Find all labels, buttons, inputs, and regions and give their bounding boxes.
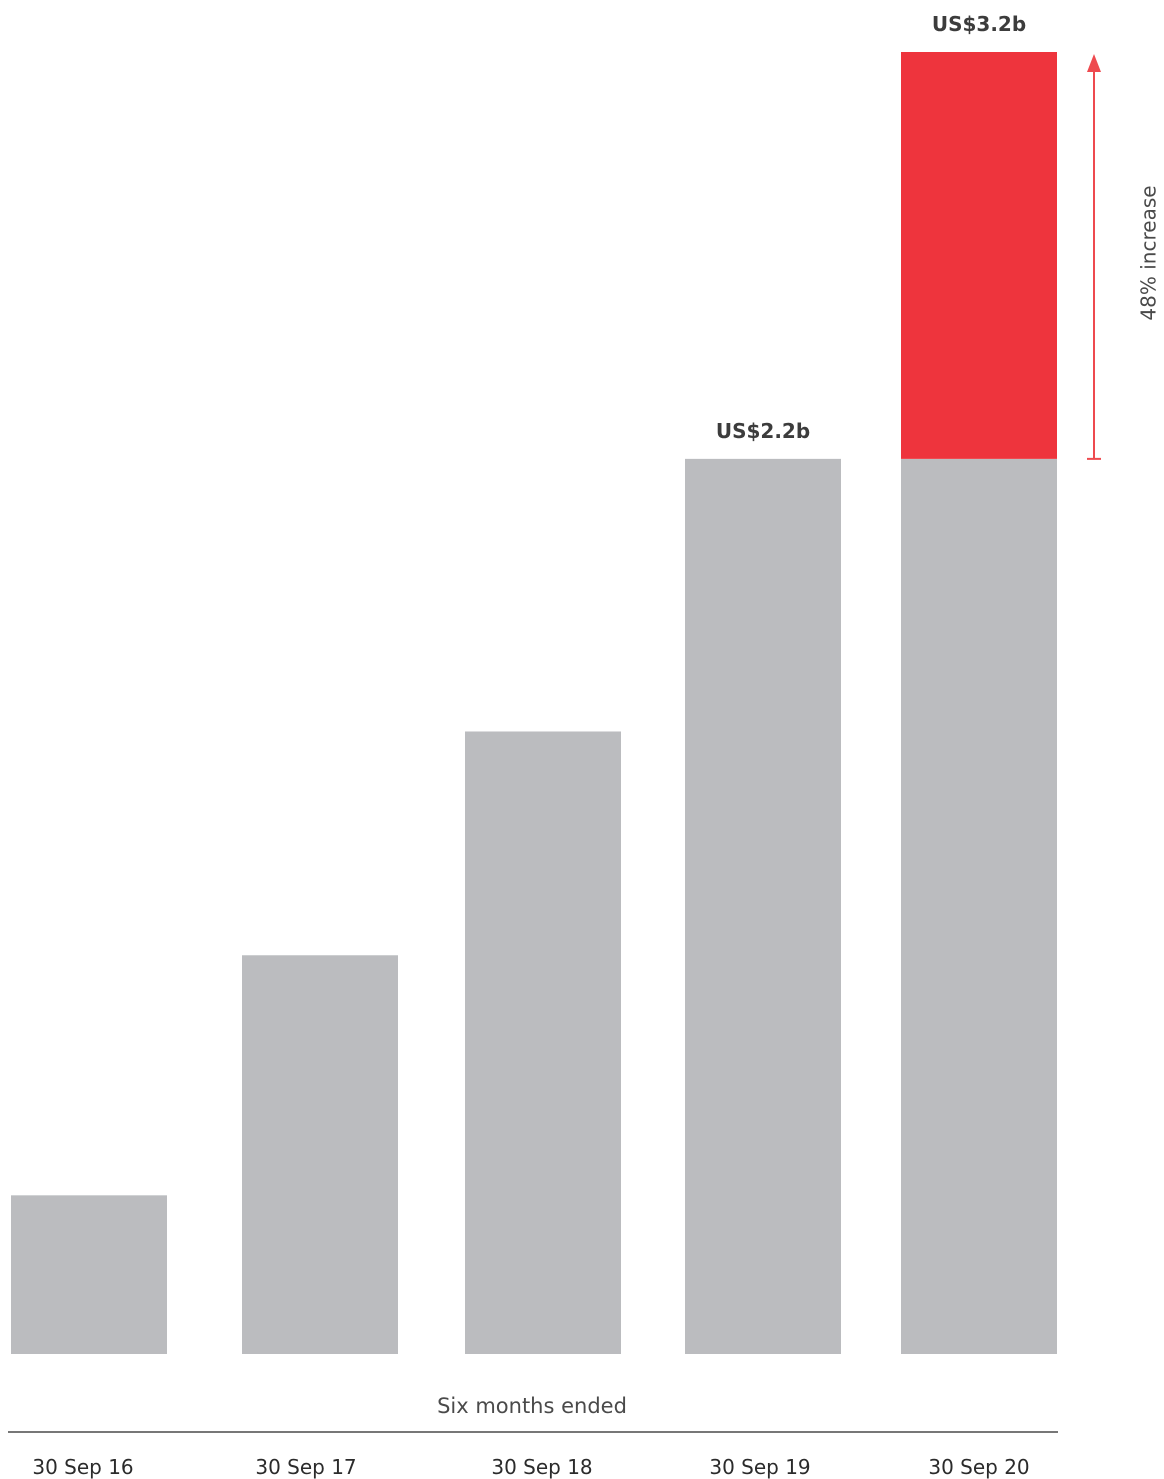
x-tick-label-4: 30 Sep 19 [709,1455,810,1479]
bar-5 [901,458,1057,1354]
data-labels-group: US$2.2b US$3.2b [716,12,1026,443]
increase-arrow-head [1087,54,1101,72]
x-tick-label-5: 30 Sep 20 [928,1455,1029,1479]
data-label-4: US$2.2b [716,419,810,443]
x-tick-labels-group: 30 Sep 16 30 Sep 17 30 Sep 18 30 Sep 19 30 S… [32,1455,1029,1479]
bar-1 [11,1195,167,1354]
x-tick-label-3: 30 Sep 18 [491,1455,592,1479]
increase-arrow [1087,54,1101,460]
data-label-5: US$3.2b [932,12,1026,36]
x-tick-label-1: 30 Sep 16 [32,1455,133,1479]
bars-group [11,52,1057,1354]
x-tick-label-2: 30 Sep 17 [255,1455,356,1479]
x-axis-title: Six months ended [437,1394,627,1418]
bar-3 [465,731,621,1354]
bar-4 [685,458,841,1354]
increase-annotation-label: 48% increase [1137,185,1161,320]
bar-5-increase-segment [901,52,1057,459]
bar-2 [242,955,398,1354]
